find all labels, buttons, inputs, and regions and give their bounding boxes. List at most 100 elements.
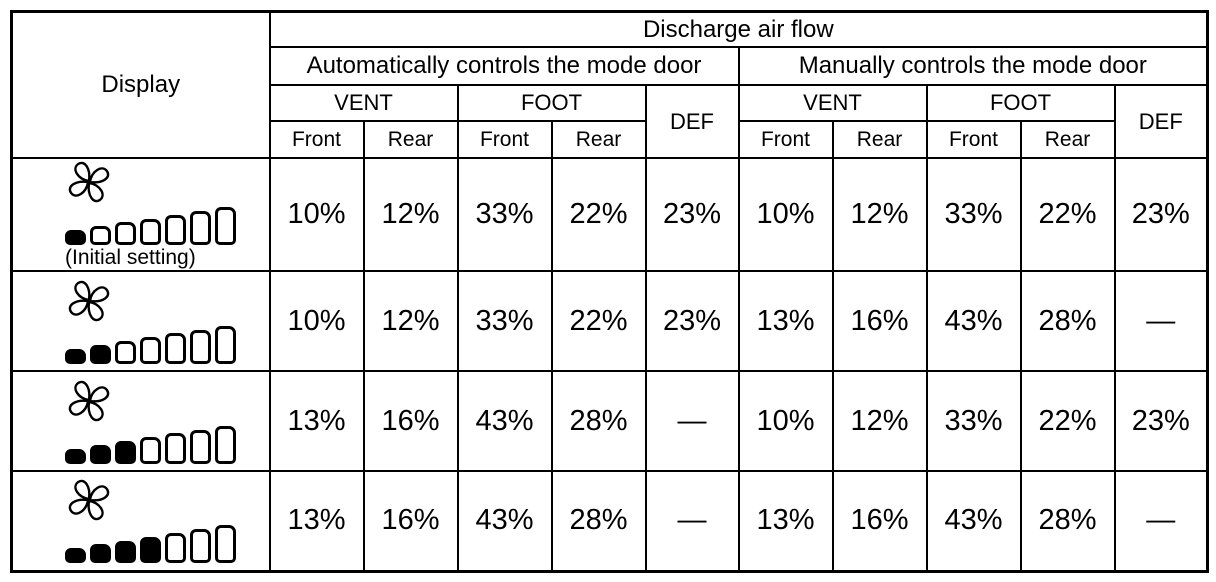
fan-speed-display: [14, 278, 268, 365]
auto-vent-front-value: 10%: [268, 157, 365, 272]
fan-speed-segment: [115, 222, 136, 245]
fan-speed-segment: [140, 536, 161, 564]
fan-speed-bar: [65, 325, 236, 364]
fan-speed-bar: [65, 425, 236, 464]
auto-vent-front-header: Front: [268, 120, 365, 159]
auto-def-value: —: [644, 370, 740, 472]
initial-setting-caption: (Initial setting): [65, 246, 196, 269]
manual-def-value: 23%: [1113, 370, 1209, 472]
manual-foot-front-value: 33%: [925, 370, 1022, 472]
manual-foot-rear-value: 28%: [1019, 470, 1116, 572]
fan-speed-segment: [90, 344, 111, 364]
auto-mode-group-header: Automatically controls the mode door: [268, 46, 740, 86]
fan-speed-segment: [165, 433, 186, 464]
table-row: 13% 16% 43% 28% — 10% 12% 33% 22% 23%: [10, 370, 1209, 472]
fan-icon: [68, 280, 110, 321]
auto-foot-front-value: 43%: [456, 370, 553, 472]
fan-speed-segment: [90, 544, 111, 564]
fan-speed-segment: [215, 207, 236, 245]
auto-foot-header: FOOT: [456, 84, 647, 122]
auto-foot-rear-value: 22%: [550, 157, 647, 272]
manual-mode-group-header: Manually controls the mode door: [737, 46, 1209, 86]
auto-foot-front-value: 33%: [456, 157, 553, 272]
auto-foot-front-value: 43%: [456, 470, 553, 572]
manual-foot-front-value: 43%: [925, 270, 1022, 372]
auto-vent-rear-header: Rear: [362, 120, 459, 159]
manual-vent-front-header: Front: [737, 120, 834, 159]
manual-vent-front-value: 13%: [737, 470, 834, 572]
manual-vent-rear-header: Rear: [831, 120, 928, 159]
manual-foot-front-header: Front: [925, 120, 1022, 159]
manual-vent-rear-value: 12%: [831, 370, 928, 472]
manual-vent-header: VENT: [737, 84, 928, 122]
auto-foot-rear-header: Rear: [550, 120, 647, 159]
fan-speed-segment: [140, 218, 161, 245]
fan-speed-display: [14, 378, 268, 465]
auto-def-value: 23%: [644, 157, 740, 272]
fan-speed-segment: [65, 348, 86, 364]
manual-def-header: DEF: [1113, 84, 1209, 159]
fan-speed-display: [14, 477, 268, 564]
manual-vent-rear-value: 16%: [831, 270, 928, 372]
manual-vent-front-value: 10%: [737, 370, 834, 472]
fan-speed-segment: [165, 533, 186, 564]
fan-speed-segment: [115, 540, 136, 564]
manual-foot-rear-value: 22%: [1019, 370, 1116, 472]
fan-speed-bar: [65, 207, 236, 245]
fan-speed-segment: [190, 329, 211, 364]
fan-speed-segment: [215, 325, 236, 364]
auto-def-value: —: [644, 470, 740, 572]
auto-vent-header: VENT: [268, 84, 459, 122]
manual-def-value: —: [1113, 470, 1209, 572]
manual-vent-rear-value: 12%: [831, 157, 928, 272]
fan-speed-segment: [90, 444, 111, 464]
fan-icon: [68, 480, 110, 521]
auto-def-value: 23%: [644, 270, 740, 372]
auto-foot-rear-value: 22%: [550, 270, 647, 372]
fan-speed-bar: [65, 525, 236, 564]
fan-speed-segment: [140, 337, 161, 364]
table-row: 13% 16% 43% 28% — 13% 16% 43% 28% —: [10, 470, 1209, 572]
fan-speed-segment: [115, 340, 136, 364]
fan-speed-segment: [115, 440, 136, 464]
auto-vent-front-value: 13%: [268, 370, 365, 472]
manual-def-value: 23%: [1113, 157, 1209, 272]
fan-speed-display-cell: [10, 270, 271, 372]
fan-speed-display: (Initial setting): [14, 160, 268, 269]
auto-vent-rear-value: 16%: [362, 370, 459, 472]
fan-speed-segment: [165, 214, 186, 245]
fan-speed-segment: [65, 548, 86, 564]
fan-speed-segment: [190, 429, 211, 464]
fan-speed-segment: [215, 425, 236, 464]
fan-speed-display-cell: [10, 470, 271, 572]
auto-vent-rear-value: 12%: [362, 157, 459, 272]
auto-vent-rear-value: 16%: [362, 470, 459, 572]
fan-icon: [68, 380, 110, 421]
fan-speed-segment: [140, 437, 161, 464]
manual-vent-front-value: 10%: [737, 157, 834, 272]
auto-vent-front-value: 13%: [268, 470, 365, 572]
discharge-air-flow-table: Display Discharge air flow Automatically…: [10, 10, 1210, 573]
fan-icon: [68, 161, 110, 203]
auto-def-header: DEF: [644, 84, 740, 159]
auto-vent-front-value: 10%: [268, 270, 365, 372]
fan-speed-display-cell: [10, 370, 271, 472]
discharge-air-flow-header: Discharge air flow: [268, 10, 1209, 48]
fan-speed-segment: [65, 448, 86, 464]
fan-speed-segment: [65, 230, 86, 245]
table-row: (Initial setting) 10% 12% 33% 22% 23% 10…: [10, 157, 1209, 272]
manual-foot-rear-value: 22%: [1019, 157, 1116, 272]
table-row: 10% 12% 33% 22% 23% 13% 16% 43% 28% —: [10, 270, 1209, 372]
manual-vent-front-value: 13%: [737, 270, 834, 372]
fan-speed-segment: [165, 333, 186, 364]
display-column-header: Display: [10, 10, 271, 159]
fan-speed-display-cell: (Initial setting): [10, 157, 271, 272]
auto-foot-rear-value: 28%: [550, 370, 647, 472]
manual-foot-front-value: 43%: [925, 470, 1022, 572]
manual-foot-rear-value: 28%: [1019, 270, 1116, 372]
manual-def-value: —: [1113, 270, 1209, 372]
auto-foot-rear-value: 28%: [550, 470, 647, 572]
auto-foot-front-value: 33%: [456, 270, 553, 372]
fan-speed-segment: [215, 525, 236, 564]
